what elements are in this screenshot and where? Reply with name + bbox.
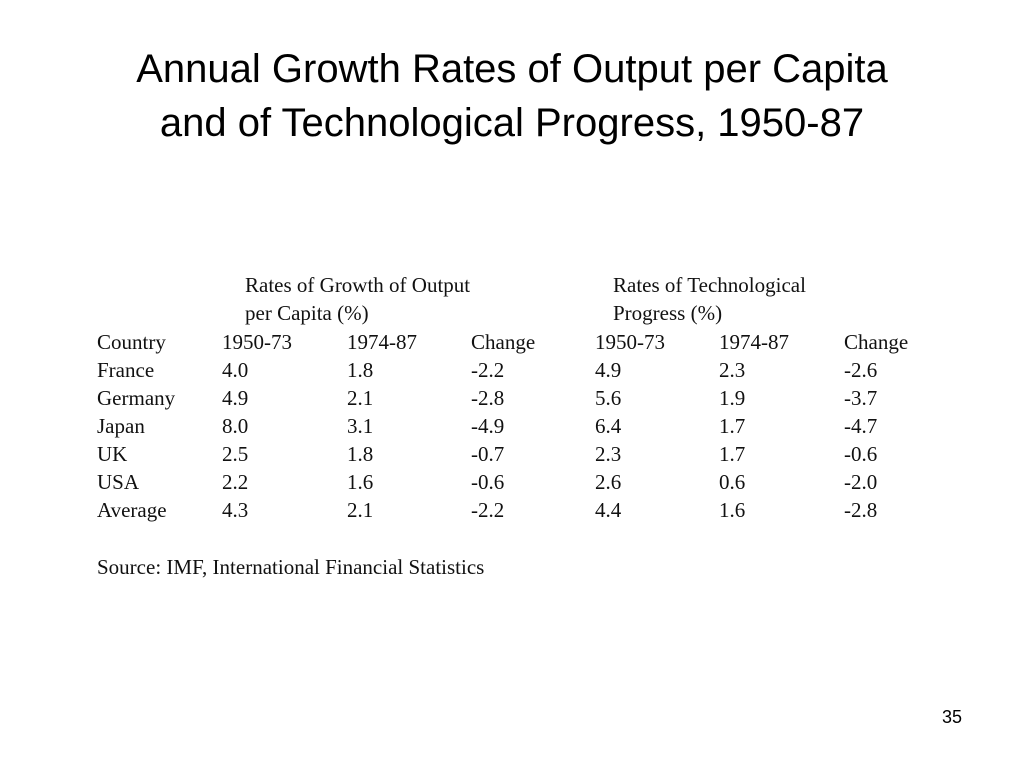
column-header-tech-change: Change — [844, 330, 909, 354]
table-cell: 4.0 — [222, 358, 249, 382]
table-cell: -4.7 — [844, 414, 878, 438]
table-cell: 1.7 — [719, 414, 746, 438]
table-cell: 1.9 — [719, 386, 746, 410]
table-cell: 1.6 — [347, 470, 374, 494]
table-cell: 1.6 — [719, 498, 746, 522]
slide-title-line-1: Annual Growth Rates of Output per Capita — [136, 47, 888, 91]
slide-title-line-2: and of Technological Progress, 1950-87 — [159, 101, 865, 145]
table-cell: 0.6 — [719, 470, 746, 494]
table-cell: -2.2 — [471, 498, 505, 522]
table-cell: 2.6 — [595, 470, 622, 494]
table-cell: 4.9 — [595, 358, 622, 382]
table-cell: 1.8 — [347, 358, 374, 382]
column-header-tech-1950-73: 1950-73 — [595, 330, 665, 354]
table-cell: -2.8 — [471, 386, 505, 410]
table-cell: -2.0 — [844, 470, 878, 494]
table-cell: -0.7 — [471, 442, 505, 466]
table-cell: 2.5 — [222, 442, 249, 466]
column-header-output-change: Change — [471, 330, 536, 354]
table-row-label: Average — [97, 498, 167, 522]
table-row-label: USA — [97, 470, 140, 494]
table-cell: -3.7 — [844, 386, 878, 410]
column-header-country: Country — [97, 330, 166, 354]
page-number: 35 — [941, 707, 962, 727]
table-cell: -2.6 — [844, 358, 878, 382]
tech-group-header-line-1: Rates of Technological — [613, 273, 806, 297]
table-cell: 3.1 — [347, 414, 374, 438]
table-cell: -0.6 — [471, 470, 505, 494]
table-row-label: Germany — [97, 386, 176, 410]
table-cell: 2.2 — [222, 470, 249, 494]
table-cell: 2.1 — [347, 386, 374, 410]
tech-group-header-line-2: Progress (%) — [613, 301, 723, 325]
table-source-note: Source: IMF, International Financial Sta… — [97, 555, 485, 579]
table-cell: 2.1 — [347, 498, 374, 522]
table-cell: 1.7 — [719, 442, 746, 466]
table-cell: -2.8 — [844, 498, 878, 522]
table-cell: 2.3 — [719, 358, 746, 382]
table-cell: 2.3 — [595, 442, 622, 466]
column-header-tech-1974-87: 1974-87 — [719, 330, 789, 354]
table-cell: 4.4 — [595, 498, 622, 522]
table-cell: -2.2 — [471, 358, 505, 382]
output-group-header-line-1: Rates of Growth of Output — [245, 273, 471, 297]
table-cell: 4.9 — [222, 386, 249, 410]
table-cell: 6.4 — [595, 414, 622, 438]
table-cell: 5.6 — [595, 386, 622, 410]
table-cell: -4.9 — [471, 414, 505, 438]
column-header-output-1974-87: 1974-87 — [347, 330, 417, 354]
table-cell: -0.6 — [844, 442, 878, 466]
slide-title: Annual Growth Rates of Output per Capita… — [0, 42, 1024, 150]
table-row-label: Japan — [97, 414, 145, 438]
column-header-output-1950-73: 1950-73 — [222, 330, 292, 354]
table-cell: 4.3 — [222, 498, 249, 522]
output-group-header-line-2: per Capita (%) — [245, 301, 369, 325]
table-cell: 8.0 — [222, 414, 249, 438]
table-row-label: France — [97, 358, 155, 382]
table-row-label: UK — [97, 442, 128, 466]
table-cell: 1.8 — [347, 442, 374, 466]
